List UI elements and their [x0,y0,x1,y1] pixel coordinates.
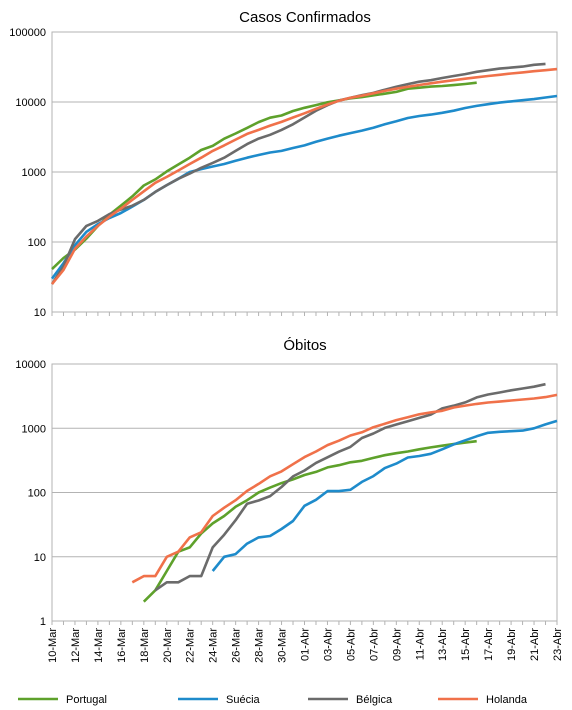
x-tick-label: 14-Mar [93,628,105,663]
series-line [131,393,558,584]
x-tick-label: 16-Mar [116,628,128,663]
y-tick-label: 10 [34,307,46,319]
x-tick-label: 03-Abr [322,628,334,661]
y-tick-label: 10 [34,552,46,564]
legend-label: Suécia [226,694,261,706]
x-tick-label: 07-Abr [368,628,380,661]
series-line [51,81,477,271]
x-tick-label: 20-Mar [162,628,174,663]
series-line [50,94,558,280]
x-tick-label: 11-Abr [414,628,426,661]
x-tick-label: 09-Abr [391,628,403,661]
x-tick-label: 17-Abr [483,628,495,661]
y-tick-label: 100000 [9,27,46,39]
x-tick-label: 30-Mar [277,628,289,663]
y-tick-label: 1000 [22,423,46,435]
y-tick-label: 10000 [15,359,46,371]
x-tick-label: 12-Mar [70,628,82,663]
x-tick-label: 01-Abr [300,628,312,661]
y-tick-label: 100 [28,488,46,500]
x-tick-label: 28-Mar [254,628,266,663]
x-tick-label: 13-Abr [437,628,449,661]
legend-label: Bélgica [356,694,393,706]
series-line [50,62,546,285]
series-line [211,419,558,572]
chart-title: Casos Confirmados [239,9,371,26]
x-tick-label: 19-Abr [506,628,518,661]
x-tick-label: 18-Mar [139,628,151,663]
x-tick-label: 05-Abr [345,628,357,661]
chart-title: Óbitos [283,337,326,354]
series-line [154,382,546,592]
x-tick-label: 26-Mar [231,628,243,663]
x-tick-label: 15-Abr [460,628,472,661]
x-tick-label: 23-Abr [552,628,564,661]
y-tick-label: 100 [28,237,46,249]
y-tick-label: 10000 [15,97,46,109]
x-tick-label: 21-Abr [529,628,541,661]
series-line [50,67,558,285]
legend-label: Portugal [66,694,107,706]
y-tick-label: 1 [40,616,46,628]
series-line [142,439,477,603]
x-tick-label: 24-Mar [208,628,220,663]
x-tick-label: 22-Mar [185,628,197,663]
y-tick-label: 1000 [22,167,46,179]
legend-label: Holanda [486,694,528,706]
x-tick-label: 10-Mar [47,628,59,663]
